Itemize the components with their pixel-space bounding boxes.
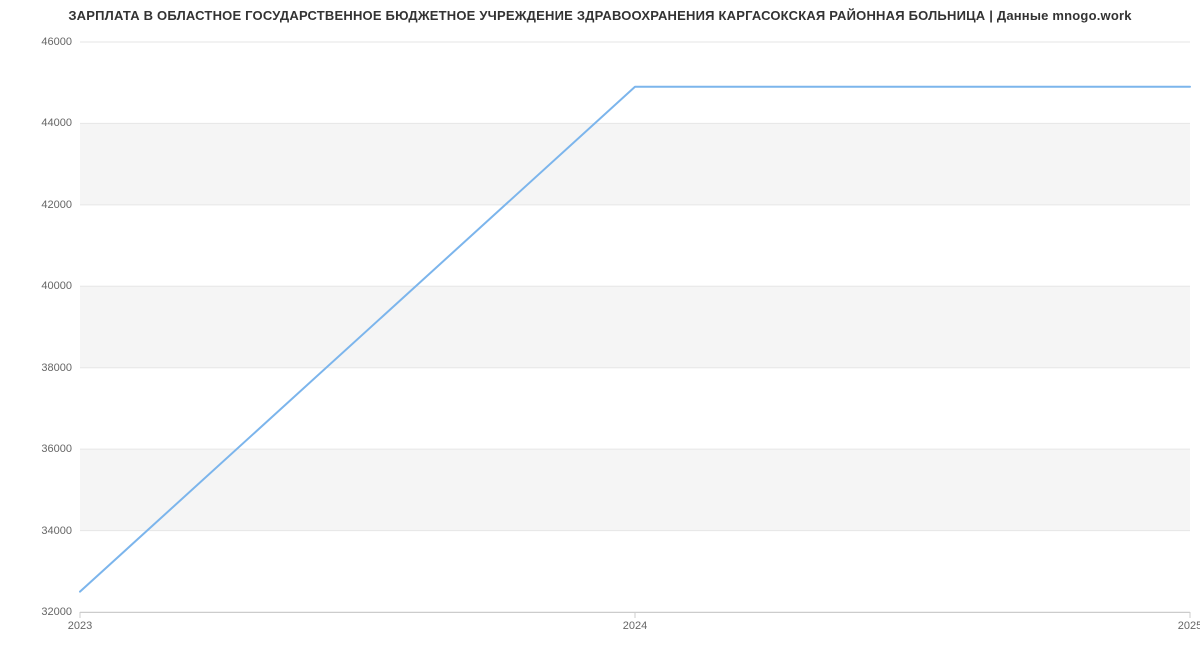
y-tick-label: 44000: [41, 117, 72, 129]
y-tick-label: 36000: [41, 443, 72, 455]
y-tick-label: 32000: [41, 606, 72, 618]
plot-area: 3200034000360003800040000420004400046000…: [80, 42, 1190, 612]
x-tick-label: 2023: [68, 620, 92, 632]
y-tick-label: 40000: [41, 280, 72, 292]
chart-svg: [80, 42, 1190, 612]
x-tick-label: 2025: [1178, 620, 1200, 632]
y-tick-label: 42000: [41, 199, 72, 211]
y-tick-label: 38000: [41, 362, 72, 374]
y-tick-label: 46000: [41, 36, 72, 48]
x-tick-label: 2024: [623, 620, 647, 632]
chart-container: ЗАРПЛАТА В ОБЛАСТНОЕ ГОСУДАРСТВЕННОЕ БЮД…: [0, 0, 1200, 650]
chart-title: ЗАРПЛАТА В ОБЛАСТНОЕ ГОСУДАРСТВЕННОЕ БЮД…: [0, 8, 1200, 23]
y-tick-label: 34000: [41, 525, 72, 537]
